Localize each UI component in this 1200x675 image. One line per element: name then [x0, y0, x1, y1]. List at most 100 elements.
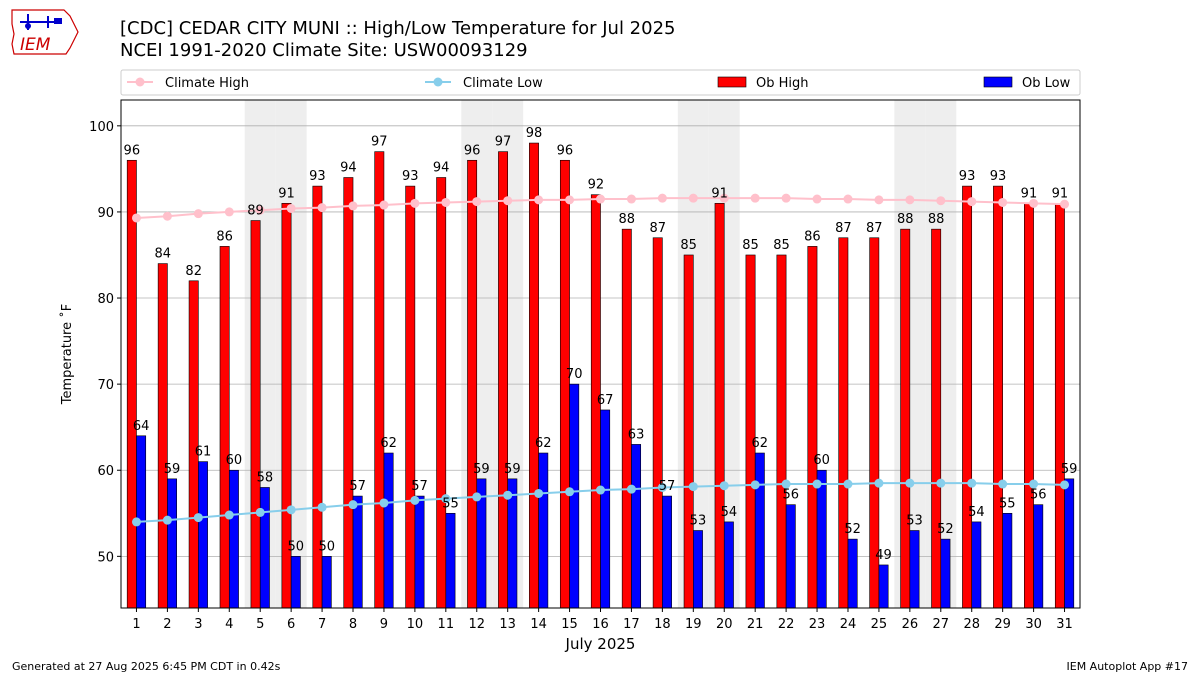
ob-high-bar	[745, 254, 756, 609]
ob-low-bar	[693, 530, 703, 609]
ob-low-label: 59	[1061, 462, 1078, 477]
ob-high-label: 96	[557, 143, 574, 158]
ob-low-bar	[723, 521, 734, 609]
climate-high-point	[224, 207, 234, 217]
ob-high-bar	[683, 254, 694, 609]
ob-low-label: 61	[195, 445, 212, 460]
ob-high-bar	[776, 254, 787, 609]
ob-low-label: 59	[164, 462, 181, 477]
x-tick-label: 4	[225, 617, 233, 632]
legend-label: Ob High	[756, 76, 809, 91]
legend-label: Climate Low	[463, 76, 543, 91]
y-tick-label: 60	[97, 464, 114, 479]
x-tick-label: 3	[194, 617, 202, 632]
ob-low-bar	[167, 478, 177, 609]
x-tick-label: 20	[716, 617, 733, 632]
climate-low-point	[1029, 479, 1039, 489]
climate-low-point	[348, 500, 358, 510]
x-tick-label: 9	[380, 617, 388, 632]
ob-low-bar	[321, 556, 332, 609]
ob-high-label: 87	[835, 221, 852, 236]
climate-low-point	[410, 495, 420, 505]
ob-low-label: 57	[349, 479, 366, 494]
climate-high-point	[750, 193, 760, 203]
ob-low-bar	[909, 530, 920, 609]
y-tick-label: 70	[97, 378, 114, 393]
ob-high-label: 87	[866, 221, 883, 236]
ob-low-bar	[631, 444, 642, 609]
x-tick-label: 19	[685, 617, 702, 632]
generated-footer: Generated at 27 Aug 2025 6:45 PM CDT in …	[12, 660, 281, 673]
climate-high-point	[472, 197, 482, 207]
ob-low-label: 60	[226, 453, 243, 468]
climate-high-point	[596, 194, 605, 204]
ob-high-label: 85	[742, 238, 759, 253]
x-tick-label: 2	[163, 617, 171, 632]
climate-low-point	[843, 479, 853, 489]
bars	[126, 142, 1075, 609]
climate-low-point	[441, 494, 451, 504]
x-tick-label: 31	[1056, 617, 1073, 632]
ob-high-bar	[1024, 203, 1034, 609]
climate-high-point	[534, 195, 544, 205]
ob-low-bar	[1064, 478, 1075, 609]
ob-high-bar	[652, 237, 663, 609]
x-tick-label: 5	[256, 617, 264, 632]
x-tick-label: 17	[623, 617, 640, 632]
ob-high-bar	[714, 203, 725, 609]
ob-low-label: 67	[597, 393, 614, 408]
ob-low-label: 50	[318, 539, 335, 554]
climate-high-point	[967, 197, 977, 207]
ob-high-label: 92	[588, 178, 605, 193]
ob-low-bar	[1033, 504, 1044, 609]
ob-low-label: 60	[813, 453, 830, 468]
ob-high-label: 93	[990, 169, 1007, 184]
ob-low-bar	[198, 461, 208, 609]
ob-high-label: 96	[124, 143, 141, 158]
ob-high-label: 98	[526, 126, 543, 141]
ob-low-label: 62	[535, 436, 552, 451]
x-tick-label: 26	[902, 617, 919, 632]
ob-low-bar	[352, 495, 363, 609]
ob-high-label: 84	[154, 247, 171, 262]
ob-high-bar	[250, 220, 261, 609]
ob-high-label: 93	[309, 169, 326, 184]
ob-high-bar	[993, 185, 1003, 609]
climate-high-point	[1060, 199, 1070, 209]
ob-low-bar	[754, 452, 765, 609]
ob-low-bar	[940, 538, 951, 609]
climate-low-point	[317, 502, 327, 512]
ob-low-label: 53	[906, 514, 923, 529]
ob-low-bar	[816, 469, 827, 609]
climate-lines	[131, 193, 1070, 527]
ob-low-bar	[228, 469, 239, 609]
x-tick-label: 10	[407, 617, 424, 632]
data-labels: 96 64 84 59 82 61 86 60 89 58 91 50 93 50 94 57 97 62 93 57…	[124, 126, 1078, 563]
ob-low-bar	[785, 504, 796, 609]
climate-high-point	[379, 200, 389, 210]
climate-high-point	[998, 197, 1008, 207]
ob-high-bar	[219, 246, 230, 609]
chart-title: [CDC] CEDAR CITY MUNI :: High/Low Temper…	[120, 18, 676, 39]
y-axis-label: Temperature ˚F	[59, 304, 75, 405]
climate-low-point	[626, 484, 636, 494]
x-tick-label: 1	[132, 617, 140, 632]
climate-low-point	[967, 478, 977, 488]
ob-low-bar	[383, 452, 394, 609]
ob-low-bar	[662, 495, 672, 609]
climate-high-point	[936, 196, 946, 206]
ob-low-bar	[445, 512, 456, 609]
ob-low-label: 62	[752, 436, 769, 451]
ob-low-label: 56	[1030, 488, 1047, 503]
legend-swatch	[717, 76, 747, 88]
climate-low-point	[719, 481, 729, 491]
climate-low-point	[131, 517, 141, 527]
ob-high-bar	[405, 185, 416, 609]
x-tick-label: 13	[499, 617, 516, 632]
climate-high-point	[626, 194, 636, 204]
ob-low-label: 57	[411, 479, 428, 494]
ob-low-label: 53	[690, 514, 707, 529]
climate-low-point	[255, 507, 265, 517]
ob-high-bar	[931, 228, 942, 609]
